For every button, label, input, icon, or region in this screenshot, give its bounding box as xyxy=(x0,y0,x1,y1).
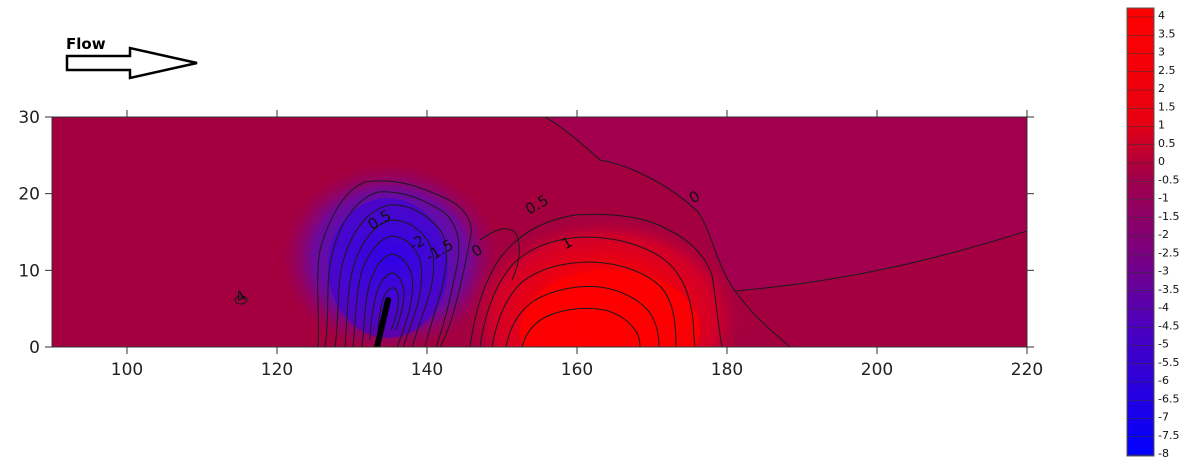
contour-line xyxy=(234,295,248,305)
contour-line xyxy=(521,307,641,347)
contour-line xyxy=(317,180,472,347)
x-tick-label: 160 xyxy=(561,360,593,380)
colorbar-tick-label: 2 xyxy=(1158,82,1165,95)
contour-line xyxy=(491,261,677,347)
colorbar-tick-label: 0.5 xyxy=(1158,137,1176,150)
axes: 100 120 140 160 180 200 220 0 10 20 30 xyxy=(18,108,1043,380)
contour-line xyxy=(544,117,1027,292)
contour-line xyxy=(369,272,405,341)
flow-label: Flow xyxy=(66,35,106,53)
colorbar-tick-label: 1.5 xyxy=(1158,100,1176,113)
colorbar-tick-label: -7.5 xyxy=(1158,429,1179,442)
colorbar-tick-label: -5.5 xyxy=(1158,356,1179,369)
contour-line xyxy=(479,228,520,281)
contour-line xyxy=(505,286,660,347)
colorbar-tick-label: -4.5 xyxy=(1158,319,1179,332)
colorbar-tick-label: -3.5 xyxy=(1158,283,1179,296)
colorbar-tick-label: -4 xyxy=(1158,301,1169,314)
x-tick-label: 180 xyxy=(711,360,743,380)
structure-line xyxy=(374,297,391,347)
colorbar-tick-label: -5 xyxy=(1158,338,1169,351)
colorbar-tick-label: -6.5 xyxy=(1158,392,1179,405)
colorbar-tick-label: -7 xyxy=(1158,411,1169,424)
plot-frame xyxy=(51,116,1028,348)
x-tick-label: 140 xyxy=(411,360,443,380)
y-tick-label: 10 xyxy=(18,261,40,281)
colorbar: 4 3.5 3 2.5 2 1.5 1 0.5 0 -0.5 -1 -1.5 -2 -2.5 -3 -3.5 -… xyxy=(1126,7,1179,460)
colorbar-tick-label: -3 xyxy=(1158,265,1169,278)
colorbar-tick-label: 3.5 xyxy=(1158,27,1176,40)
negative-region xyxy=(545,117,1027,291)
y-tick-label: 20 xyxy=(18,185,40,205)
contour-line xyxy=(334,204,447,347)
colorbar-tick-label: -1.5 xyxy=(1158,210,1179,223)
y-tick-label: 0 xyxy=(29,338,40,358)
contour-line xyxy=(324,191,460,347)
flow-arrow-icon xyxy=(65,46,198,80)
colorbar-tick-label: 3 xyxy=(1158,46,1165,59)
colorbar-tick-label: 4 xyxy=(1158,9,1165,22)
colorbar-tick-label: -0.5 xyxy=(1158,173,1179,186)
colorbar-tick-label: -8 xyxy=(1158,447,1169,460)
colorbar-tick-label: -1 xyxy=(1158,192,1169,205)
colorbar-ticks: 4 3.5 3 2.5 2 1.5 1 0.5 0 -0.5 -1 -1.5 -2 -2.5 -3 -3.5 -… xyxy=(1127,9,1179,460)
colorbar-tick-label: -2.5 xyxy=(1158,246,1179,259)
x-tick-label: 220 xyxy=(1011,360,1043,380)
colorbar-swatch xyxy=(1126,7,1155,457)
x-tick-label: 100 xyxy=(111,360,143,380)
contour-line xyxy=(352,235,423,347)
contour-line xyxy=(734,290,791,347)
colorbar-tick-label: -2 xyxy=(1158,228,1169,241)
contour-line xyxy=(479,236,696,347)
x-tick-label: 120 xyxy=(261,360,293,380)
contour-line xyxy=(344,219,435,347)
x-tick-label: 200 xyxy=(861,360,893,380)
colorbar-tick-label: -6 xyxy=(1158,374,1169,387)
contour-line xyxy=(377,287,399,331)
y-tick-label: 30 xyxy=(18,108,40,128)
colorbar-tick-label: 0 xyxy=(1158,155,1165,168)
contour-line xyxy=(361,253,413,347)
colorbar-tick-label: 2.5 xyxy=(1158,64,1176,77)
colorbar-tick-label: 1 xyxy=(1158,119,1165,132)
contour-line xyxy=(469,213,723,347)
